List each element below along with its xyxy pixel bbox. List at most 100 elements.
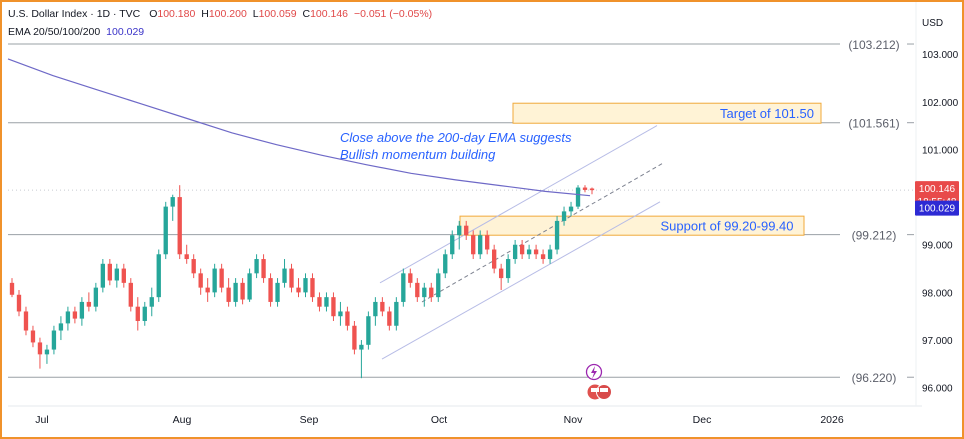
x-axis-label: 2026 xyxy=(820,414,844,426)
x-axis-label: Dec xyxy=(693,414,712,426)
candle-body[interactable] xyxy=(519,244,525,255)
candle-body[interactable] xyxy=(533,249,539,255)
candle-body[interactable] xyxy=(310,278,315,298)
candle-body[interactable] xyxy=(485,235,490,250)
candle-body[interactable] xyxy=(408,273,413,283)
candle-body[interactable] xyxy=(93,287,99,307)
candle-body[interactable] xyxy=(554,220,560,250)
x-axis-label: Jul xyxy=(35,414,48,426)
target-box[interactable] xyxy=(512,102,822,124)
candle-body[interactable] xyxy=(128,282,133,307)
candle-body[interactable] xyxy=(65,311,71,324)
candle-body[interactable] xyxy=(471,235,476,255)
candle-body[interactable] xyxy=(394,301,399,326)
candle-body[interactable] xyxy=(37,342,43,355)
candle-body[interactable] xyxy=(205,287,210,293)
candle-body[interactable] xyxy=(366,316,371,345)
candle-body[interactable] xyxy=(121,268,126,283)
candle-body[interactable] xyxy=(184,254,189,260)
candle-body[interactable] xyxy=(492,249,497,269)
candle-body[interactable] xyxy=(296,287,301,293)
candle-body[interactable] xyxy=(345,311,350,326)
y-tick-label: 97.000 xyxy=(922,336,953,347)
candle-body[interactable] xyxy=(526,249,532,255)
x-axis-label: Sep xyxy=(300,414,319,426)
candle-body[interactable] xyxy=(373,301,378,317)
last-price-value: 100.146 xyxy=(919,184,956,195)
candle-body[interactable] xyxy=(317,297,322,307)
ema-legend[interactable]: EMA 20/50/100/200 100.029 xyxy=(8,26,144,38)
candle-body[interactable] xyxy=(163,206,168,255)
candle-body[interactable] xyxy=(100,263,106,288)
candle-body[interactable] xyxy=(575,187,581,207)
candle-body[interactable] xyxy=(387,311,392,326)
candle-body[interactable] xyxy=(268,278,273,302)
candle-body[interactable] xyxy=(429,287,434,298)
candle-body[interactable] xyxy=(58,323,64,331)
ema-200-line[interactable] xyxy=(7,58,591,197)
candle-body[interactable] xyxy=(191,259,196,274)
candle-body[interactable] xyxy=(275,282,280,302)
y-tick-label: 101.000 xyxy=(922,145,959,156)
candle-body[interactable] xyxy=(324,297,329,307)
candle-body[interactable] xyxy=(23,311,29,331)
candle-body[interactable] xyxy=(107,263,112,281)
candle-body[interactable] xyxy=(72,311,78,319)
candle-body[interactable] xyxy=(44,349,50,355)
y-tick-label: 103.000 xyxy=(922,50,959,61)
candle-body[interactable] xyxy=(303,278,308,293)
candle-body[interactable] xyxy=(540,254,546,260)
candle-body[interactable] xyxy=(282,268,287,283)
candle-body[interactable] xyxy=(422,287,427,298)
candle-body[interactable] xyxy=(79,301,85,319)
candle-body[interactable] xyxy=(436,273,441,298)
candle-body[interactable] xyxy=(170,197,175,207)
candle-body[interactable] xyxy=(338,311,343,317)
y-tick-label: 99.000 xyxy=(922,241,953,252)
candle-body[interactable] xyxy=(261,259,266,279)
candle-body[interactable] xyxy=(478,235,483,255)
candle-body[interactable] xyxy=(512,244,518,260)
candle-body[interactable] xyxy=(547,249,553,260)
candle-body[interactable] xyxy=(226,287,231,302)
candle-body[interactable] xyxy=(16,294,22,312)
candle-body[interactable] xyxy=(450,235,455,255)
candle-body[interactable] xyxy=(86,301,92,307)
candle-body[interactable] xyxy=(505,259,511,279)
candle-body[interactable] xyxy=(177,197,182,255)
candle-body[interactable] xyxy=(9,282,15,295)
candle-body[interactable] xyxy=(30,330,36,343)
candle-body[interactable] xyxy=(233,282,238,302)
candle-body[interactable] xyxy=(219,268,224,288)
candle-body[interactable] xyxy=(582,187,588,190)
candle-body[interactable] xyxy=(149,297,154,307)
candle-body[interactable] xyxy=(254,259,259,274)
candle-body[interactable] xyxy=(352,325,357,350)
candle-body[interactable] xyxy=(415,282,420,298)
candle-body[interactable] xyxy=(443,254,448,274)
candle-body[interactable] xyxy=(380,301,385,312)
ema-price-tag[interactable] xyxy=(915,200,959,216)
candle-body[interactable] xyxy=(247,273,252,300)
candle-body[interactable] xyxy=(561,211,567,221)
candle-body[interactable] xyxy=(401,273,406,302)
candle-body[interactable] xyxy=(212,268,217,293)
candle-body[interactable] xyxy=(289,268,294,288)
candle-body[interactable] xyxy=(198,273,203,288)
candle-body[interactable] xyxy=(135,306,140,321)
candle-body[interactable] xyxy=(464,225,469,236)
candle-body[interactable] xyxy=(457,225,462,236)
candle-body[interactable] xyxy=(568,206,574,212)
ohlc-legend: U.S. Dollar Index · 1D · TVC O100.180 H1… xyxy=(8,8,432,20)
candle-body[interactable] xyxy=(114,268,119,281)
candle-body[interactable] xyxy=(142,306,147,321)
candle-body[interactable] xyxy=(589,188,595,191)
level-label: (103.212) xyxy=(848,38,899,52)
candle-body[interactable] xyxy=(51,330,57,350)
candle-body[interactable] xyxy=(240,282,245,300)
candle-body[interactable] xyxy=(498,268,504,279)
candle-body[interactable] xyxy=(359,344,364,350)
candle-body[interactable] xyxy=(331,297,336,317)
candle-body[interactable] xyxy=(156,254,161,298)
